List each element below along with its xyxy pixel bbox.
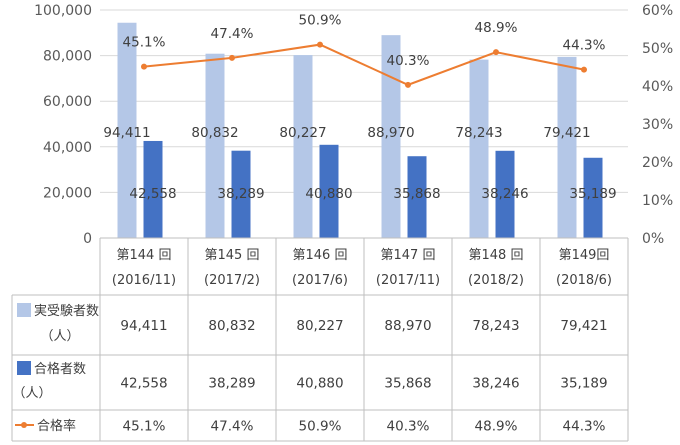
category-label: 第146 回 [293,248,348,263]
data-label-applicants: 80,832 [191,125,238,141]
data-label-passers: 42,558 [129,186,176,202]
table-cell-applicants: 80,227 [296,318,343,334]
table-cell-passers: 38,246 [472,376,519,392]
table-cell-rate: 45.1% [123,419,166,435]
bar-applicants [293,55,313,238]
rate-point [581,66,587,73]
left-axis-tick-label: 80,000 [43,49,92,65]
bar-passers [495,150,515,238]
rate-point [229,54,235,61]
legend-label-applicants: 実受験者数 [34,303,99,319]
bar-passers [319,144,339,238]
bar-passers [231,150,251,238]
category-label: 第145 回 [205,248,260,263]
bar-applicants [557,56,577,238]
table-cell-rate: 40.3% [387,419,430,435]
bar-applicants [469,59,489,239]
rate-point [141,63,147,70]
data-label-rate: 45.1% [123,35,166,51]
data-label-passers: 40,880 [305,186,352,202]
bar-applicants [381,35,401,238]
table-cell-rate: 48.9% [475,419,518,435]
table-cell-rate: 44.3% [563,419,606,435]
table-cell-passers: 35,868 [384,376,431,392]
table-cell-passers: 40,880 [296,376,343,392]
table-cell-applicants: 88,970 [384,318,431,334]
legend-key-rate-marker [21,422,27,428]
category-label: (2017/11) [376,273,440,288]
bar-passers [143,140,163,238]
category-label: (2017/2) [204,273,260,288]
bar-passers [407,156,427,238]
category-label: 第148 回 [469,248,524,263]
data-label-passers: 35,189 [569,186,616,202]
legend-label-passers: 合格者数 [34,361,86,377]
data-label-passers: 35,868 [393,186,440,202]
data-label-applicants: 80,227 [279,125,326,141]
bar-applicants [205,53,225,239]
data-label-applicants: 78,243 [455,125,502,141]
table-cell-applicants: 79,421 [560,318,607,334]
left-axis-tick-label: 40,000 [43,140,92,156]
table-cell-applicants: 94,411 [120,318,167,334]
category-label: (2018/2) [468,273,524,288]
right-axis-tick-label: 0% [642,231,664,247]
data-label-applicants: 79,421 [543,125,590,141]
category-label: 第144 回 [117,248,172,263]
table-cell-passers: 38,289 [208,376,255,392]
category-label: (2016/11) [112,273,176,288]
table-cell-rate: 47.4% [211,419,254,435]
legend-label-rate: 合格率 [37,418,76,434]
left-axis-tick-label: 20,000 [43,185,92,201]
data-label-rate: 44.3% [563,38,606,54]
right-axis-tick-label: 40% [642,79,673,95]
data-label-applicants: 94,411 [103,125,150,141]
legend-key-applicants [17,303,31,317]
table-cell-applicants: 78,243 [472,318,519,334]
rate-point [405,81,411,88]
table-cell-rate: 50.9% [299,419,342,435]
left-axis-tick-label: 60,000 [43,94,92,110]
rate-point [493,49,499,56]
left-axis-tick-label: 100,000 [34,3,92,19]
category-label: 第147 回 [381,248,436,263]
table-cell-passers: 42,558 [120,376,167,392]
rate-line [143,43,585,86]
data-label-passers: 38,246 [481,186,528,202]
data-label-rate: 47.4% [211,26,254,42]
table-cell-applicants: 80,832 [208,318,255,334]
right-axis-tick-label: 50% [642,41,673,57]
data-label-applicants: 88,970 [367,125,414,141]
left-axis-tick-label: 0 [83,231,92,247]
category-label: (2018/6) [556,273,612,288]
legend-label-passers-unit: （人） [12,386,51,401]
bar-passers [583,157,603,238]
bar-applicants [117,22,137,238]
data-label-rate: 48.9% [475,20,518,36]
rate-point [317,41,323,48]
data-label-rate: 50.9% [299,13,342,29]
data-label-rate: 40.3% [387,53,430,69]
category-label: 第149回 [559,248,610,263]
right-axis-tick-label: 60% [642,3,673,19]
legend-key-passers [17,361,31,375]
legend-label-applicants-unit: （人） [40,329,79,344]
right-axis-tick-label: 10% [642,193,673,209]
category-label: (2017/6) [292,273,348,288]
right-axis-tick-label: 20% [642,155,673,171]
right-axis-tick-label: 30% [642,117,673,133]
table-cell-passers: 35,189 [560,376,607,392]
data-label-passers: 38,289 [217,186,264,202]
